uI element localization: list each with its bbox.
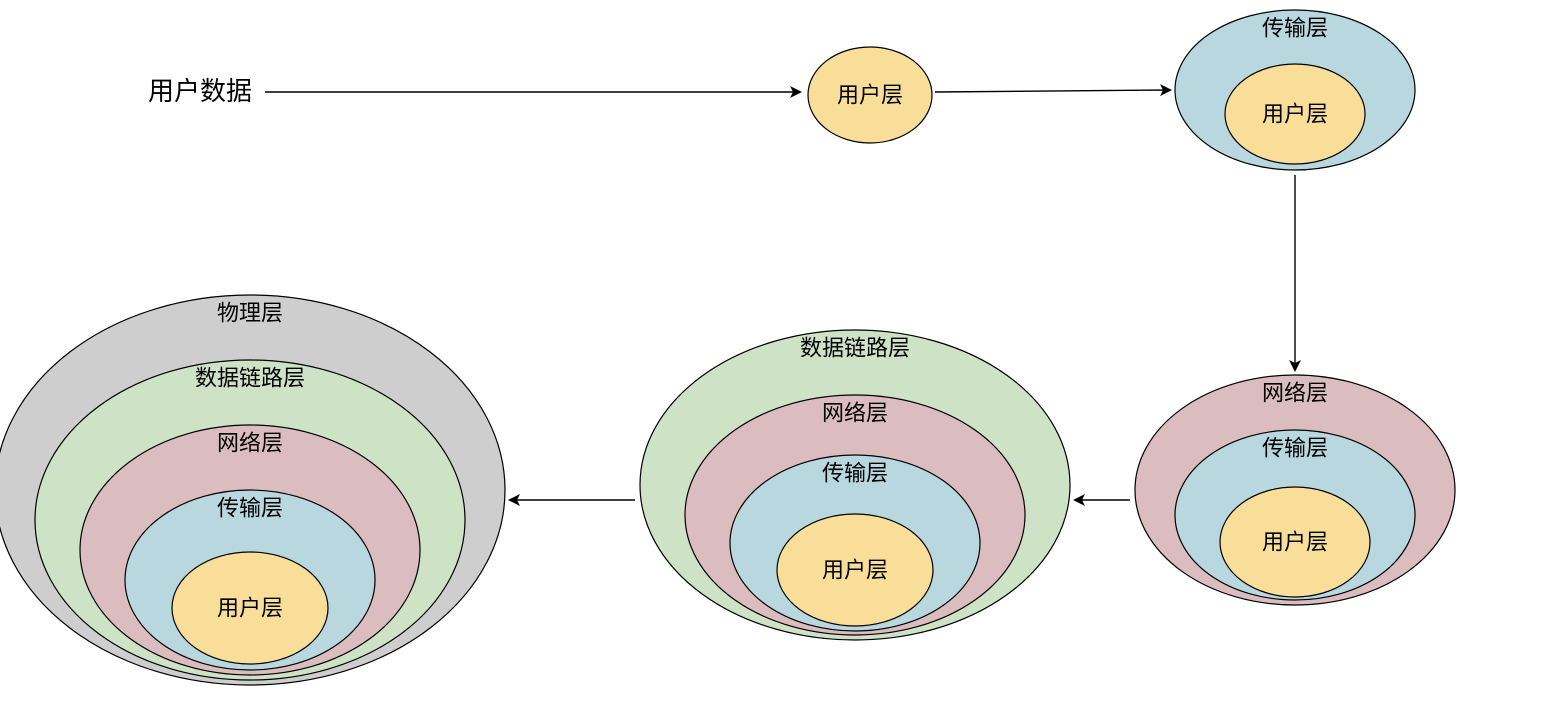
label-transport: 传输层 <box>1262 15 1328 40</box>
layer-group-g5: 物理层数据链路层网络层传输层用户层 <box>0 295 505 685</box>
layer-group-g4: 数据链路层网络层传输层用户层 <box>640 330 1070 640</box>
label-link: 数据链路层 <box>800 335 910 360</box>
label-transport: 传输层 <box>217 495 283 520</box>
label-user: 用户层 <box>1262 102 1328 127</box>
label-transport: 传输层 <box>822 460 888 485</box>
label-user: 用户层 <box>837 83 903 108</box>
label-physical: 物理层 <box>217 300 283 325</box>
label-network: 网络层 <box>1262 380 1328 405</box>
label-link: 数据链路层 <box>195 365 305 390</box>
label-network: 网络层 <box>822 400 888 425</box>
diagram-title: 用户数据 <box>148 76 252 106</box>
layer-group-g2: 传输层用户层 <box>1175 10 1415 170</box>
label-user: 用户层 <box>822 558 888 583</box>
label-user: 用户层 <box>1262 530 1328 555</box>
label-user: 用户层 <box>217 596 283 621</box>
layer-group-g1: 用户层 <box>808 47 932 143</box>
label-network: 网络层 <box>217 430 283 455</box>
layer-group-g3: 网络层传输层用户层 <box>1135 375 1455 605</box>
label-transport: 传输层 <box>1262 435 1328 460</box>
arrow-a1 <box>935 90 1170 92</box>
